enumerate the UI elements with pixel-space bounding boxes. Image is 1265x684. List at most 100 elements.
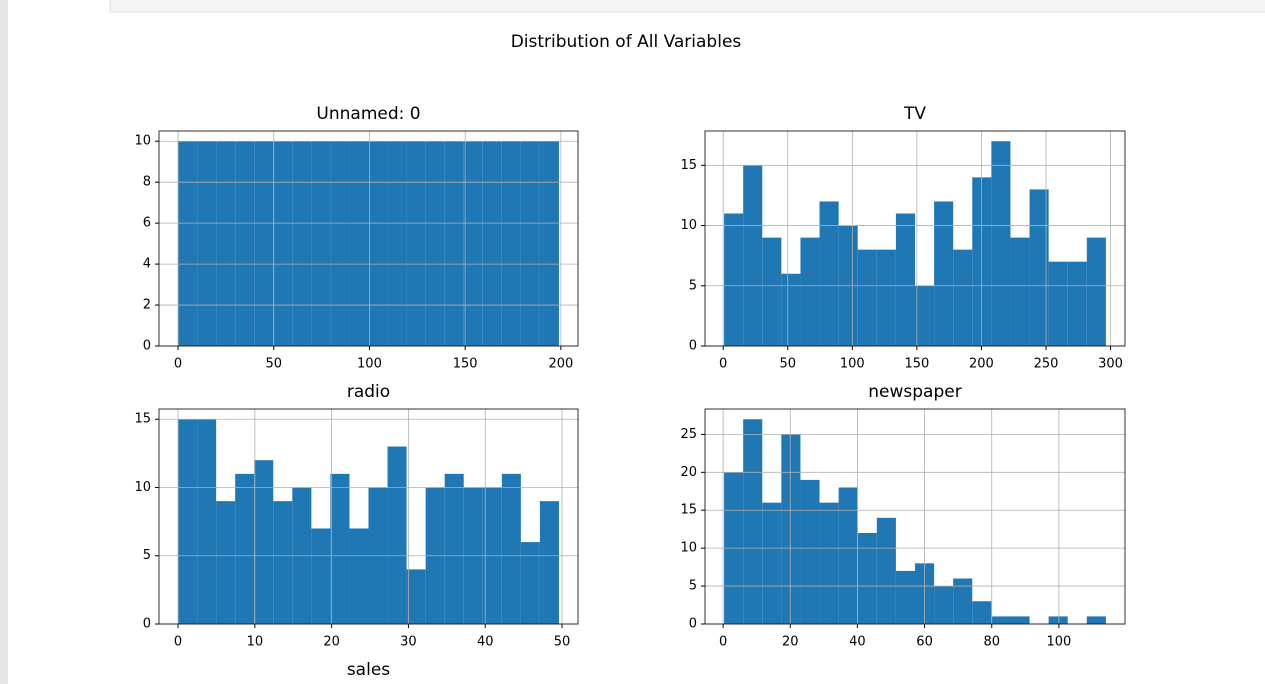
histogram-bar [1048,261,1068,346]
histogram-bar [953,578,973,624]
x-tick-label: 40 [477,635,494,650]
histogram-bar [178,141,198,346]
subplot-title: sales [347,660,390,680]
y-tick-label: 2 [143,298,151,313]
histogram-bar [349,141,369,346]
left-gutter [0,0,8,684]
y-tick-label: 10 [134,134,151,149]
y-tick-label: 0 [689,339,697,354]
histogram-bar [934,201,954,346]
y-tick-label: 10 [680,541,697,556]
subplot-title: newspaper [868,382,961,402]
histogram-bar [235,473,255,624]
histogram-bar [254,460,274,624]
histogram-bar [762,237,782,346]
histogram-bar [1010,237,1030,346]
histogram-bar [425,141,445,346]
x-tick-label: 0 [719,357,727,372]
histogram-bar [724,213,744,346]
x-tick-label: 150 [904,357,929,372]
histogram-bar [953,249,973,346]
histogram-bar [972,601,992,624]
histogram-bar [330,473,350,624]
histogram-bar [895,570,915,624]
histogram-bar [482,141,502,346]
subplot-title: TV [903,104,926,124]
histogram-bar [876,249,896,346]
histogram-bar [311,141,331,346]
histogram-bar [762,502,782,624]
histogram-bar [1048,616,1068,624]
histogram-bar [743,419,763,624]
histogram-bar [781,273,801,346]
x-tick-label: 60 [916,635,933,650]
y-tick-label: 20 [680,465,697,480]
histogram-bar [520,141,540,346]
x-tick-label: 0 [174,635,182,650]
x-tick-label: 20 [782,635,799,650]
y-tick-label: 0 [143,617,151,632]
histogram-bar [254,141,274,346]
x-tick-label: 30 [400,635,417,650]
histogram-bar [857,249,877,346]
histogram-bar [991,141,1011,346]
histogram-bar [406,569,426,624]
histogram-bar [1086,616,1106,624]
histogram-bar [1067,261,1087,346]
histogram-bar [895,213,915,346]
y-tick-label: 15 [680,503,697,518]
y-tick-label: 6 [143,216,151,231]
axes-frame [704,408,1126,625]
x-tick-label: 150 [453,357,478,372]
axes-frame [158,130,579,347]
histogram-bar [463,141,483,346]
histogram-bar [273,141,293,346]
x-tick-label: 200 [548,357,573,372]
x-tick-label: 250 [1034,357,1059,372]
y-tick-label: 15 [134,412,151,427]
x-tick-label: 80 [983,635,1000,650]
histogram-bar [197,419,217,624]
histogram-bar [857,532,877,624]
histogram-bar [311,528,331,624]
code-cell [109,0,1265,13]
y-tick-label: 5 [143,548,151,563]
x-tick-label: 0 [719,635,727,650]
histogram-bar [501,473,521,624]
x-tick-label: 20 [323,635,340,650]
histogram-bar [197,141,217,346]
histogram-bar [216,501,236,624]
x-tick-label: 40 [849,635,866,650]
y-tick-label: 4 [143,257,151,272]
figure-title: Distribution of All Variables [511,32,742,52]
y-tick-label: 25 [680,427,697,442]
y-tick-label: 5 [689,579,697,594]
x-tick-label: 100 [840,357,865,372]
x-tick-label: 50 [265,357,282,372]
histogram-bar [819,201,839,346]
histogram-bar [781,434,801,624]
histogram-bar [743,165,763,346]
histogram-bar [991,616,1011,624]
axes-frame [704,130,1126,347]
histogram-bar [1086,237,1106,346]
histogram-bar [838,487,858,624]
y-tick-label: 5 [689,278,697,293]
histogram-bar [235,141,255,346]
histogram-bar [1029,189,1049,346]
histogram-bar [539,141,559,346]
histogram-bar [178,419,198,624]
histogram-bar [444,141,464,346]
histogram-bar [800,479,820,624]
subplot-title: radio [347,382,390,402]
y-tick-label: 10 [680,218,697,233]
histogram-bar [444,473,464,624]
y-tick-label: 10 [134,480,151,495]
histogram-bar [819,502,839,624]
histogram-bar [368,141,388,346]
x-tick-label: 10 [247,635,264,650]
histogram-bar [1010,616,1030,624]
x-tick-label: 100 [1046,635,1071,650]
y-tick-label: 8 [143,175,151,190]
y-tick-label: 0 [143,339,151,354]
